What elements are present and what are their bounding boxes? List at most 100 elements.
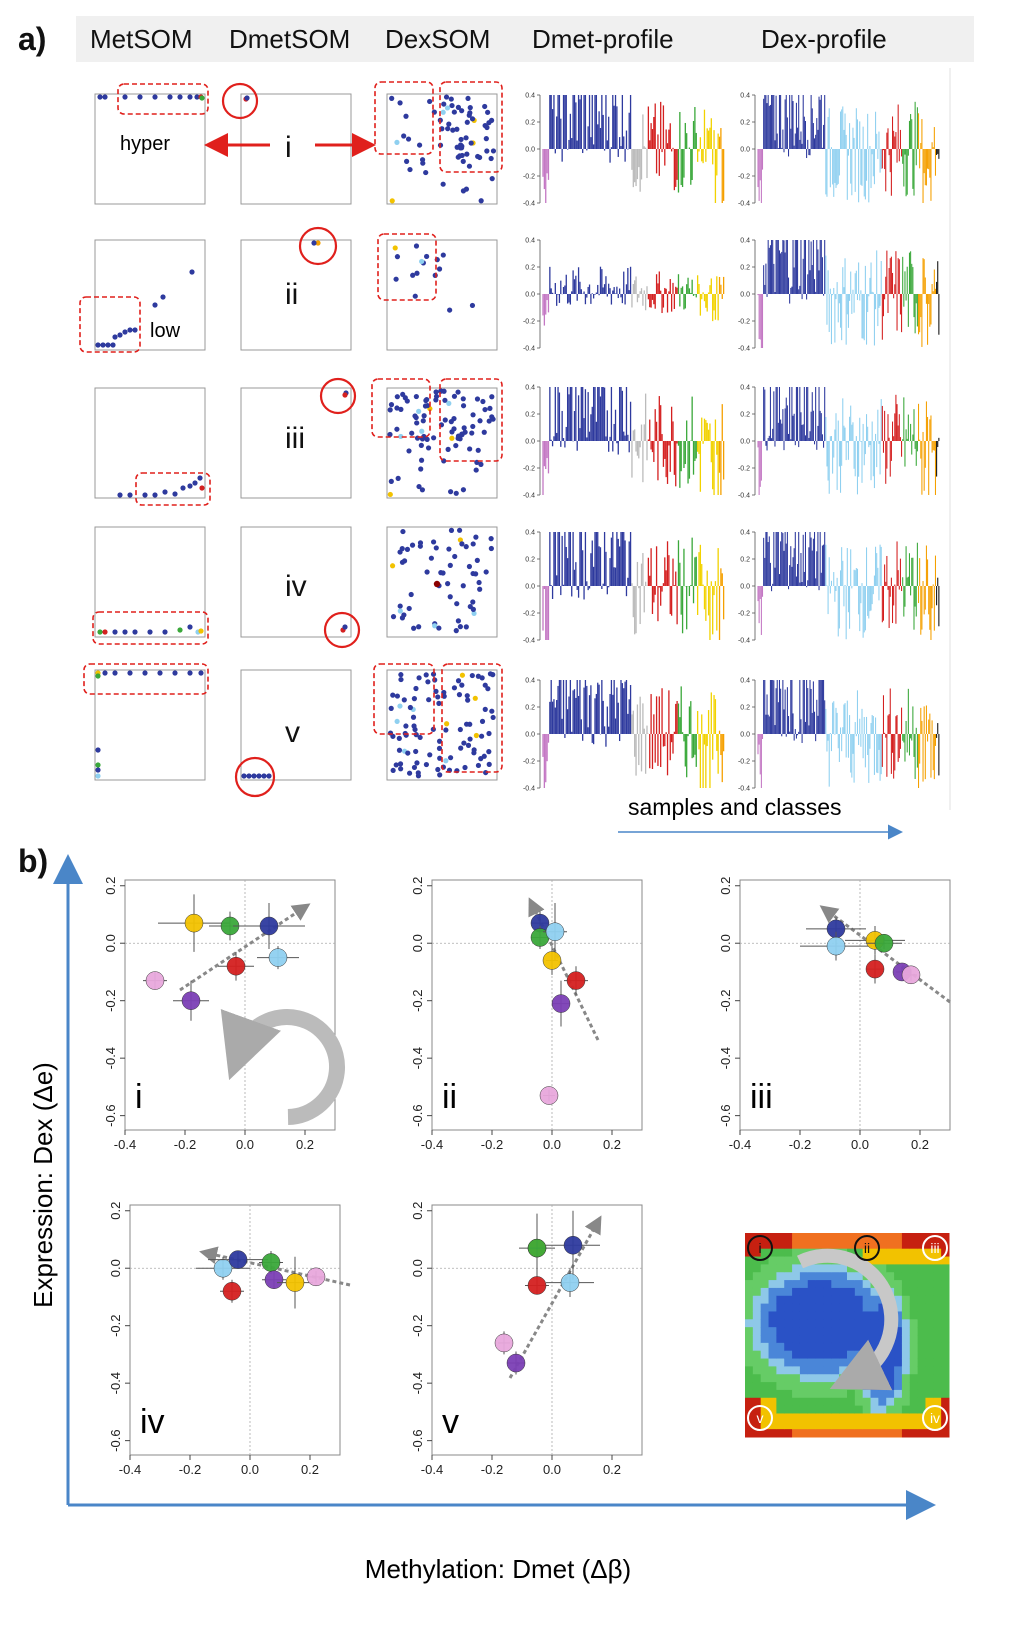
- heatmap-cell: [886, 1405, 895, 1414]
- heatmap-cell: [768, 1421, 777, 1430]
- dex-profile-iv-tick-label: 0.2: [740, 557, 750, 564]
- heatmap-cell: [862, 1429, 872, 1438]
- dexsom-i-dot: [419, 157, 426, 163]
- dexsom-i-dot: [404, 158, 410, 164]
- heatmap-cell: [831, 1350, 840, 1360]
- dexsom-iii-dot: [388, 478, 394, 484]
- dexsom-iv-dot: [445, 581, 451, 587]
- heatmap-cell: [823, 1397, 832, 1407]
- dexsom-iv-highlight-dot: [433, 580, 441, 588]
- x-tick-label: -0.4: [421, 1462, 443, 1477]
- heatmap-marker-circle: [922, 1235, 948, 1261]
- dexsom-ii-dot: [469, 302, 476, 309]
- dexsom-iii-dot: [409, 430, 415, 436]
- dexsom-iii-dot: [418, 457, 425, 463]
- dexsom-v-dot: [394, 693, 401, 699]
- dexsom-v-dot: [437, 772, 443, 778]
- dexsom-i-dot: [484, 124, 490, 131]
- dexsom-iii-dot: [387, 431, 393, 438]
- y-tick-label: 0.2: [410, 877, 425, 895]
- dexsom-iii-dot: [486, 418, 492, 424]
- heatmap-cell: [745, 1405, 754, 1414]
- metsom-iv-dot: [102, 629, 108, 635]
- metsom-iv-dot: [132, 629, 138, 635]
- heatmap-cell: [933, 1374, 942, 1383]
- dmetsom-ii-dot: [311, 240, 317, 246]
- scatter-roman-label: ii: [442, 1078, 457, 1116]
- dexsom-iii-dot: [448, 419, 454, 425]
- dexsom-iii-dot: [398, 406, 404, 412]
- heatmap-cell: [847, 1240, 856, 1250]
- heatmap-cell: [784, 1389, 793, 1399]
- heatmap-cell: [807, 1233, 817, 1242]
- heatmap-cell: [854, 1429, 864, 1438]
- heatmap-cell: [815, 1287, 824, 1297]
- selection-box: [377, 233, 437, 301]
- dexsom-v-dot: [398, 766, 404, 772]
- heatmap-cell: [768, 1335, 777, 1344]
- heatmap-cell: [768, 1350, 777, 1360]
- y-tick-label: -0.6: [103, 1104, 118, 1126]
- dexsom-i-dot: [458, 136, 464, 143]
- dexsom-v-dot: [403, 723, 409, 729]
- heatmap-cell: [862, 1413, 872, 1422]
- dexsom-iii-dot: [460, 403, 467, 409]
- heatmap-cell: [941, 1272, 950, 1281]
- heatmap-cell: [862, 1342, 872, 1352]
- x-tick-label: 0.0: [543, 1462, 561, 1477]
- dexsom-v-dot: [405, 750, 411, 756]
- heatmap-cell: [839, 1303, 848, 1312]
- selection-box: [83, 663, 209, 695]
- plot-frame: [129, 1204, 341, 1456]
- data-point: [539, 1086, 559, 1105]
- heatmap-cell: [901, 1374, 911, 1383]
- heatmap-cell: [784, 1233, 793, 1242]
- metsom-iii-dot: [187, 483, 193, 489]
- dexsom-iii-dot: [425, 445, 432, 451]
- dexsom-iii-dot: [460, 396, 466, 402]
- dexsom-iii-dot: [474, 396, 481, 402]
- heatmap-cell: [807, 1413, 817, 1422]
- heatmap-cell: [745, 1335, 754, 1344]
- heatmap-cell: [792, 1280, 801, 1289]
- heatmap-cell: [752, 1429, 762, 1438]
- metsom-iii-dot: [199, 485, 205, 491]
- heatmap-cell: [831, 1295, 840, 1305]
- heatmap-cell: [768, 1248, 777, 1258]
- heatmap-cell: [854, 1319, 864, 1328]
- heatmap-cell: [901, 1413, 911, 1422]
- som-frame-iii-0: [94, 387, 206, 499]
- heatmap-cell: [839, 1342, 848, 1352]
- dexsom-v-dot: [390, 692, 396, 698]
- heatmap-cell: [862, 1327, 872, 1336]
- heatmap-cell: [768, 1342, 777, 1352]
- heatmap-cell: [878, 1319, 887, 1328]
- heatmap-cell: [909, 1382, 919, 1391]
- heatmap-cell: [792, 1413, 801, 1422]
- heatmap-cell: [752, 1366, 762, 1375]
- heatmap-cell: [917, 1389, 926, 1399]
- dexsom-v-dot: [465, 742, 472, 748]
- heatmap-cell: [807, 1240, 817, 1250]
- heatmap-cell: [760, 1248, 770, 1258]
- dmet-profile-i-tick-label: 0.4: [525, 93, 535, 100]
- y-tick-label: 0.2: [410, 1202, 425, 1220]
- som-frame-ii-0: [94, 239, 206, 351]
- heatmap-cell: [870, 1421, 879, 1430]
- heatmap-cell: [784, 1327, 793, 1336]
- heatmap-cell: [854, 1350, 864, 1360]
- heatmap-cell: [807, 1264, 817, 1273]
- dexsom-v-dot: [441, 693, 447, 699]
- selection-box: [439, 378, 503, 462]
- heatmap-cell: [870, 1295, 879, 1305]
- dexsom-v-dot: [444, 721, 450, 727]
- metsom-iii-dot: [142, 492, 148, 498]
- heatmap-cell: [901, 1358, 911, 1367]
- dmetsom-v-dot: [261, 773, 267, 779]
- heatmap-cell: [760, 1327, 770, 1336]
- dex-profile-ii-tick-label: -0.4: [738, 346, 750, 353]
- heatmap-cell: [792, 1303, 801, 1312]
- heatmap-cell: [752, 1389, 762, 1399]
- dexsom-i-dot: [446, 121, 452, 127]
- x-tick-label: -0.4: [114, 1137, 136, 1152]
